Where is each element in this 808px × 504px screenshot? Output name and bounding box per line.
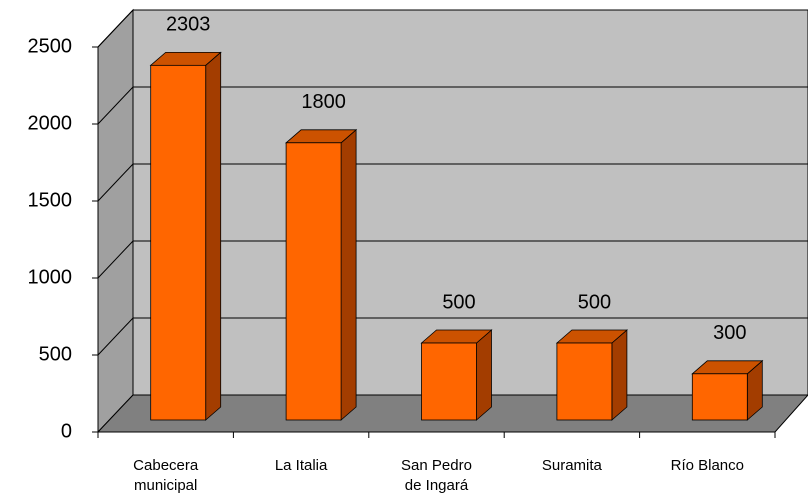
- bar: [691, 373, 748, 421]
- grid-line: [97, 317, 134, 356]
- y-tick-label: 0: [61, 420, 72, 442]
- x-tick-label: La Italia: [275, 457, 328, 474]
- y-tick-label: 1000: [28, 266, 73, 288]
- y-tick-label: 500: [39, 343, 72, 365]
- x-tick-label: Cabecera: [133, 457, 199, 474]
- bar: [421, 342, 477, 421]
- x-tick-label: Suramita: [542, 457, 603, 474]
- bar-side: [611, 329, 628, 421]
- data-label: 2303: [166, 14, 211, 36]
- y-tick-label: 2000: [28, 112, 73, 134]
- y-tick-label: 1500: [28, 189, 73, 211]
- grid-line: [97, 9, 134, 48]
- data-label: 300: [713, 322, 746, 344]
- side-wall: [97, 8, 134, 434]
- bar: [556, 342, 613, 421]
- bar-side: [476, 329, 492, 421]
- bar-side: [340, 128, 357, 421]
- grid-line: [97, 86, 134, 125]
- data-label: 500: [578, 291, 611, 313]
- data-label: 1800: [301, 91, 346, 113]
- grid-line: [97, 240, 134, 279]
- bar-side: [205, 51, 222, 421]
- bar: [150, 64, 207, 421]
- x-tick-label: municipal: [134, 477, 197, 494]
- x-tick-label: San Pedro: [401, 457, 472, 474]
- x-tick-label: de Ingará: [405, 477, 469, 494]
- x-tick-label: Río Blanco: [671, 457, 744, 474]
- grid-line: [97, 163, 134, 202]
- bar: [285, 142, 342, 421]
- data-label: 500: [442, 291, 475, 313]
- y-tick-label: 2500: [28, 35, 73, 57]
